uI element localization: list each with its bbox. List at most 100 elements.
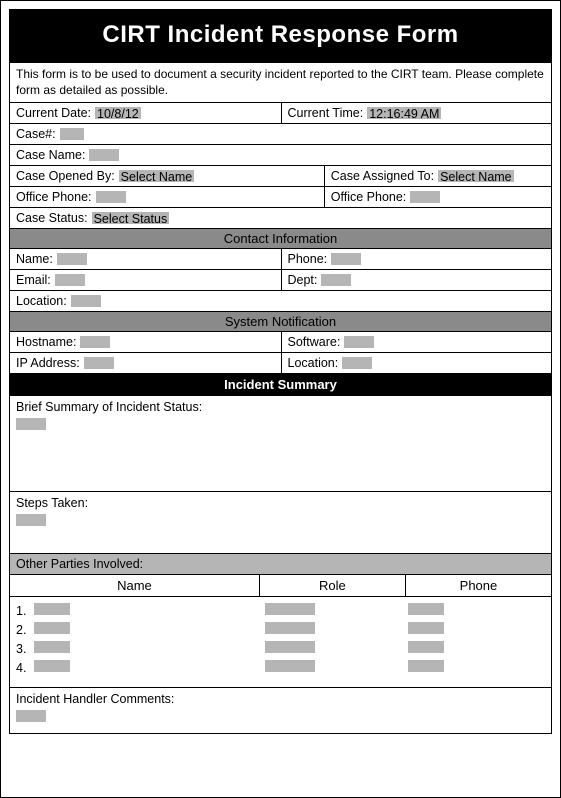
block-steps-taken: Steps Taken: [9,492,552,554]
cell-opened-by: Case Opened By: Select Name [10,166,324,186]
cell-case-status: Case Status: Select Status [10,208,551,228]
party-row: 4. [16,658,545,677]
current-date-label: Current Date: [16,106,91,120]
contact-dept-value[interactable] [321,274,351,286]
current-time-label: Current Time: [288,106,364,120]
row-case-status: Case Status: Select Status [9,208,552,229]
handler-comments-value[interactable] [16,710,46,722]
office-phone-right-label: Office Phone: [331,190,407,204]
section-incident-summary: Incident Summary [9,374,552,396]
contact-dept-label: Dept: [288,273,318,287]
party-name-4[interactable] [34,660,70,672]
party-row-num: 4. [16,661,34,675]
col-role-header: Role [259,575,405,596]
case-status-value[interactable]: Select Status [92,212,170,224]
software-value[interactable] [344,336,374,348]
party-role-2[interactable] [265,622,315,634]
row-opened-assigned: Case Opened By: Select Name Case Assigne… [9,166,552,187]
contact-phone-label: Phone: [288,252,328,266]
col-phone-header: Phone [405,575,551,596]
office-phone-right-value[interactable] [410,191,440,203]
opened-by-value[interactable]: Select Name [119,170,195,182]
contact-email-label: Email: [16,273,51,287]
ip-label: IP Address: [16,356,80,370]
ip-value[interactable] [84,357,114,369]
row-hostname-software: Hostname: Software: [9,332,552,353]
hostname-label: Hostname: [16,335,76,349]
cell-office-phone-right: Office Phone: [324,187,551,207]
section-other-parties: Other Parties Involved: [9,554,552,575]
form-instructions: This form is to be used to document a se… [9,63,552,103]
party-phone-3[interactable] [408,641,444,653]
sys-location-label: Location: [288,356,339,370]
cell-hostname: Hostname: [10,332,281,352]
block-brief-summary: Brief Summary of Incident Status: [9,396,552,492]
cell-contact-location: Location: [10,291,551,311]
party-role-1[interactable] [265,603,315,615]
row-date-time: Current Date: 10/8/12 Current Time: 12:1… [9,103,552,124]
cell-contact-name: Name: [10,249,281,269]
party-row: 3. [16,639,545,658]
row-contact-email-dept: Email: Dept: [9,270,552,291]
office-phone-left-label: Office Phone: [16,190,92,204]
section-system-notification: System Notification [9,312,552,332]
party-role-3[interactable] [265,641,315,653]
contact-location-label: Location: [16,294,67,308]
opened-by-label: Case Opened By: [16,169,115,183]
party-row: 2. [16,620,545,639]
assigned-to-label: Case Assigned To: [331,169,434,183]
row-ip-location: IP Address: Location: [9,353,552,374]
contact-email-value[interactable] [55,274,85,286]
cell-current-date: Current Date: 10/8/12 [10,103,281,123]
brief-summary-label: Brief Summary of Incident Status: [16,400,545,414]
case-status-label: Case Status: [16,211,88,225]
cell-current-time: Current Time: 12:16:49 AM [281,103,552,123]
current-time-value[interactable]: 12:16:49 AM [367,107,441,119]
party-phone-1[interactable] [408,603,444,615]
case-num-value[interactable] [60,128,84,140]
steps-taken-value[interactable] [16,514,46,526]
row-case-name: Case Name: [9,145,552,166]
col-name-header: Name [10,575,259,596]
office-phone-left-value[interactable] [96,191,126,203]
block-handler-comments: Incident Handler Comments: [9,688,552,734]
party-phone-4[interactable] [408,660,444,672]
row-contact-name-phone: Name: Phone: [9,249,552,270]
party-row-num: 3. [16,642,34,656]
party-rows: 1. 2. 3. 4. [9,596,552,688]
row-office-phones: Office Phone: Office Phone: [9,187,552,208]
contact-name-value[interactable] [57,253,87,265]
case-name-label: Case Name: [16,148,85,162]
party-name-3[interactable] [34,641,70,653]
case-num-label: Case#: [16,127,56,141]
cell-software: Software: [281,332,552,352]
form-title: CIRT Incident Response Form [9,9,552,63]
cell-assigned-to: Case Assigned To: Select Name [324,166,551,186]
section-contact-info: Contact Information [9,229,552,249]
software-label: Software: [288,335,341,349]
assigned-to-value[interactable]: Select Name [438,170,514,182]
cell-contact-phone: Phone: [281,249,552,269]
cell-case-name: Case Name: [10,145,551,165]
party-role-4[interactable] [265,660,315,672]
cell-case-num: Case#: [10,124,551,144]
contact-phone-value[interactable] [331,253,361,265]
contact-location-value[interactable] [71,295,101,307]
steps-taken-label: Steps Taken: [16,496,545,510]
contact-name-label: Name: [16,252,53,266]
cell-office-phone-left: Office Phone: [10,187,324,207]
sys-location-value[interactable] [342,357,372,369]
party-name-2[interactable] [34,622,70,634]
brief-summary-value[interactable] [16,418,46,430]
cell-ip: IP Address: [10,353,281,373]
cell-contact-email: Email: [10,270,281,290]
current-date-value[interactable]: 10/8/12 [95,107,141,119]
cell-contact-dept: Dept: [281,270,552,290]
hostname-value[interactable] [80,336,110,348]
cell-sys-location: Location: [281,353,552,373]
party-phone-2[interactable] [408,622,444,634]
row-contact-location: Location: [9,291,552,312]
case-name-value[interactable] [89,149,119,161]
party-name-1[interactable] [34,603,70,615]
form-page: CIRT Incident Response Form This form is… [0,0,561,798]
